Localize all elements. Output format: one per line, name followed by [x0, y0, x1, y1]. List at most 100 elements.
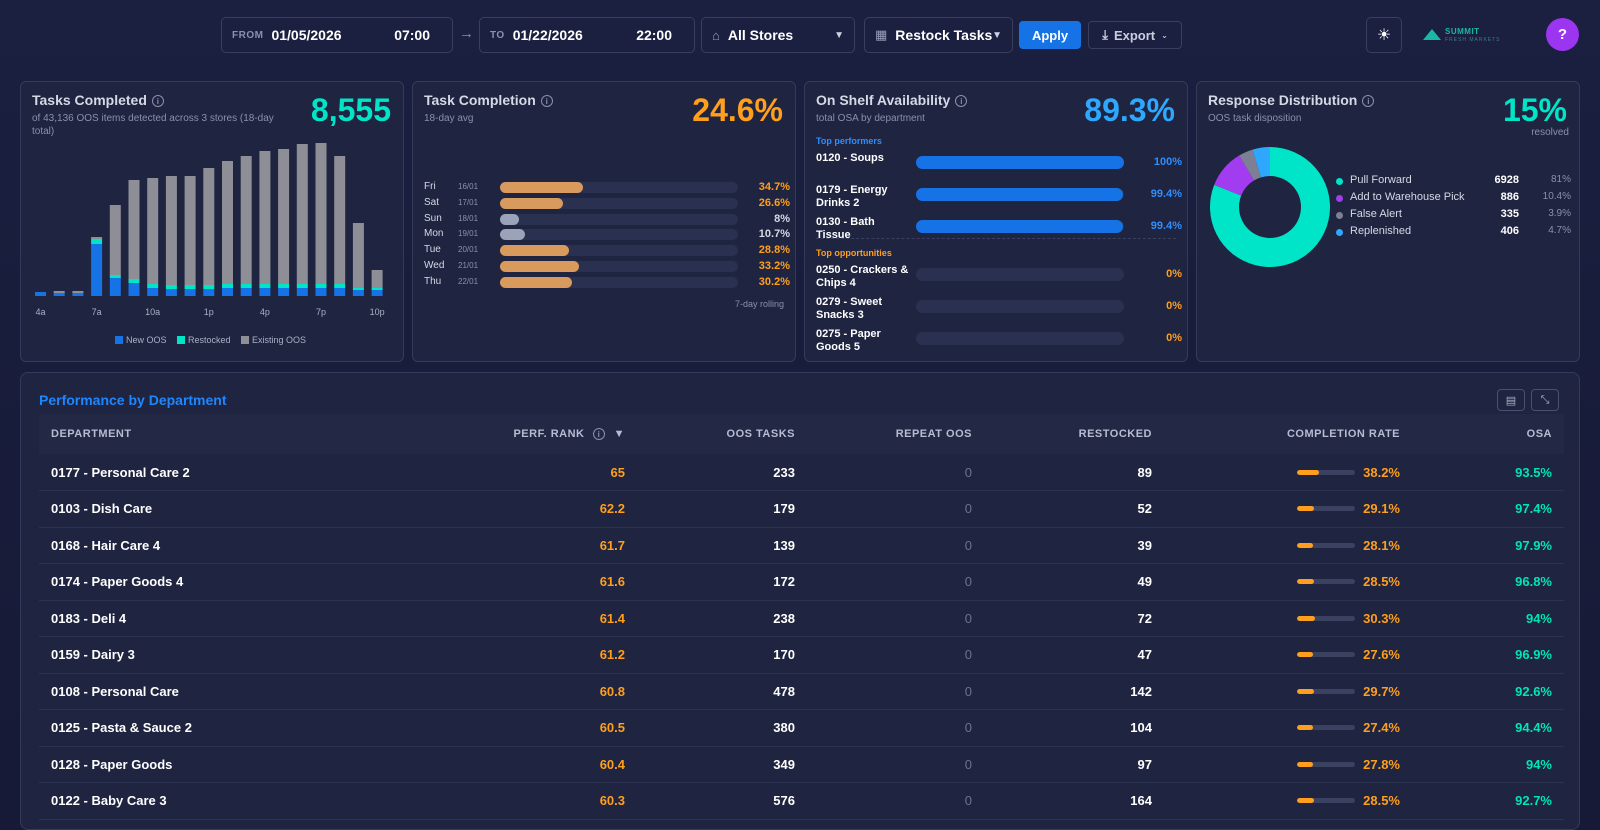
bar-existing-oos-6a[interactable] — [72, 291, 84, 293]
theme-toggle-button[interactable]: ☀ — [1366, 17, 1402, 53]
bar-new-oos-10p[interactable] — [371, 290, 383, 296]
bar-existing-oos-9p[interactable] — [352, 223, 364, 288]
table-row[interactable]: 0122 - Baby Care 3 60.3 576 0 164 28.5% 92.7% — [39, 782, 1564, 820]
donut-slice-pull-forward[interactable] — [1210, 147, 1330, 267]
bar-restocked-9a[interactable] — [128, 279, 140, 283]
donut-slice-replenished[interactable] — [1252, 147, 1270, 178]
legend-pull-forward[interactable]: Pull Forward 6928 81% — [1336, 174, 1571, 191]
bar-new-oos-1p[interactable] — [203, 289, 215, 296]
bar-restocked-8p[interactable] — [334, 284, 346, 288]
bar-existing-oos-1p[interactable] — [203, 168, 215, 285]
bar-existing-oos-8p[interactable] — [334, 156, 346, 284]
table-row[interactable]: 0103 - Dish Care 62.2 179 0 52 29.1% 97.4% — [39, 490, 1564, 528]
completion-row-sun[interactable]: Sun 18/01 8% — [424, 213, 790, 227]
completion-row-mon[interactable]: Mon 19/01 10.7% — [424, 228, 790, 242]
bar-restocked-4p[interactable] — [259, 284, 271, 288]
info-icon[interactable]: i — [593, 428, 606, 440]
col-oos-tasks[interactable]: OOS TASKS — [637, 414, 807, 454]
legend-replenished[interactable]: Replenished 406 4.7% — [1336, 225, 1571, 242]
bar-existing-oos-3p[interactable] — [240, 156, 252, 284]
bar-new-oos-6a[interactable] — [72, 293, 84, 296]
store-select[interactable]: ⌂ All Stores ▼ — [701, 17, 855, 53]
col-repeat-oos[interactable]: REPEAT OOS — [807, 414, 984, 454]
bar-new-oos-4p[interactable] — [259, 288, 271, 296]
help-button[interactable]: ? — [1546, 18, 1579, 51]
bar-new-oos-9p[interactable] — [352, 290, 364, 296]
top-performer-row[interactable]: 0120 - Soups 100% — [816, 152, 1182, 182]
bar-existing-oos-6p[interactable] — [296, 144, 308, 284]
bar-existing-oos-7p[interactable] — [315, 143, 327, 284]
bar-existing-oos-9a[interactable] — [128, 180, 140, 279]
bar-new-oos-8a[interactable] — [109, 278, 121, 296]
table-row[interactable]: 0168 - Hair Care 4 61.7 139 0 39 28.1% 97.9% — [39, 527, 1564, 564]
bar-new-oos-7p[interactable] — [315, 288, 327, 296]
bar-new-oos-6p[interactable] — [296, 288, 308, 296]
top-opportunity-row[interactable]: 0279 - Sweet Snacks 3 0% — [816, 296, 1182, 326]
bar-existing-oos-10p[interactable] — [371, 270, 383, 288]
bar-existing-oos-5p[interactable] — [278, 149, 290, 284]
bar-new-oos-5a[interactable] — [53, 293, 65, 296]
completion-row-thu[interactable]: Thu 22/01 30.2% — [424, 276, 790, 290]
bar-new-oos-11a[interactable] — [165, 289, 177, 296]
col-osa[interactable]: OSA — [1412, 414, 1564, 454]
bar-restocked-7p[interactable] — [315, 284, 327, 288]
bar-restocked-10a[interactable] — [147, 284, 159, 288]
col-department[interactable]: DEPARTMENT — [39, 414, 419, 454]
bar-existing-oos-12p[interactable] — [184, 176, 196, 285]
bar-restocked-5p[interactable] — [278, 284, 290, 288]
table-row[interactable]: 0125 - Pasta & Sauce 2 60.5 380 0 104 27.4% 94… — [39, 709, 1564, 747]
bar-new-oos-12p[interactable] — [184, 289, 196, 296]
bar-restocked-12p[interactable] — [184, 285, 196, 289]
bar-new-oos-3p[interactable] — [240, 288, 252, 296]
bar-restocked-3p[interactable] — [240, 284, 252, 288]
bar-restocked-6p[interactable] — [296, 284, 308, 288]
col-completion-rate[interactable]: COMPLETION RATE — [1164, 414, 1412, 454]
top-opportunity-row[interactable]: 0250 - Crackers & Chips 4 0% — [816, 264, 1182, 294]
col-restocked[interactable]: RESTOCKED — [984, 414, 1164, 454]
bar-existing-oos-2p[interactable] — [222, 161, 233, 284]
table-row[interactable]: 0159 - Dairy 3 61.2 170 0 47 27.6% 96.9% — [39, 636, 1564, 674]
task-type-select[interactable]: ▦ Restock Tasks ▼ — [864, 17, 1013, 53]
completion-row-fri[interactable]: Fri 16/01 34.7% — [424, 181, 790, 195]
bar-existing-oos-7a[interactable] — [91, 237, 103, 239]
info-icon[interactable]: i — [540, 95, 553, 108]
bar-restocked-8a[interactable] — [109, 275, 121, 278]
to-datetime-field[interactable]: TO 01/22/2026 22:00 — [479, 17, 695, 53]
bar-restocked-9p[interactable] — [352, 288, 364, 290]
table-row[interactable]: 0108 - Personal Care 60.8 478 0 142 29.7% 92.6… — [39, 673, 1564, 710]
bar-existing-oos-4p[interactable] — [259, 151, 271, 284]
bar-existing-oos-11a[interactable] — [165, 176, 177, 285]
top-opportunity-row[interactable]: 0275 - Paper Goods 5 0% — [816, 328, 1182, 358]
table-row[interactable]: 0128 - Paper Goods 60.4 349 0 97 27.8% 94% — [39, 746, 1564, 783]
bar-existing-oos-8a[interactable] — [109, 205, 121, 275]
bar-new-oos-7a[interactable] — [91, 244, 103, 296]
bar-new-oos-8p[interactable] — [334, 288, 346, 296]
col-perf-rank[interactable]: PERF. RANK i ▼ — [419, 414, 637, 454]
bar-new-oos-5p[interactable] — [278, 288, 290, 296]
completion-row-sat[interactable]: Sat 17/01 26.6% — [424, 197, 790, 211]
top-performer-row[interactable]: 0130 - Bath Tissue 99.4% — [816, 216, 1182, 246]
from-datetime-field[interactable]: FROM 01/05/2026 07:00 — [221, 17, 453, 53]
legend-false-alert[interactable]: False Alert 335 3.9% — [1336, 208, 1571, 225]
bar-restocked-7a[interactable] — [91, 239, 103, 244]
donut-slice-false-alert[interactable] — [1239, 149, 1261, 181]
info-icon[interactable]: i — [1362, 95, 1375, 108]
table-row[interactable]: 0174 - Paper Goods 4 61.6 172 0 49 28.5% 96.8% — [39, 563, 1564, 601]
bar-new-oos-4a[interactable] — [35, 292, 46, 296]
bar-new-oos-2p[interactable] — [222, 288, 233, 296]
top-performer-row[interactable]: 0179 - Energy Drinks 2 99.4% — [816, 184, 1182, 214]
donut-slice-add-to-warehouse-pick[interactable] — [1214, 155, 1255, 196]
bar-restocked-2p[interactable] — [222, 284, 233, 288]
table-row[interactable]: 0177 - Personal Care 2 65 233 0 89 38.2% 93.5% — [39, 454, 1564, 491]
apply-button[interactable]: Apply — [1019, 21, 1081, 49]
bar-new-oos-9a[interactable] — [128, 283, 140, 296]
info-icon[interactable]: i — [955, 95, 968, 108]
legend-add-to-warehouse-pick[interactable]: Add to Warehouse Pick 886 10.4% — [1336, 191, 1571, 208]
completion-row-wed[interactable]: Wed 21/01 33.2% — [424, 260, 790, 274]
bar-restocked-10p[interactable] — [371, 288, 383, 290]
bar-new-oos-10a[interactable] — [147, 288, 159, 296]
export-button[interactable]: ⤓ Export ⌄ — [1088, 21, 1182, 49]
document-icon[interactable]: ▤ — [1497, 389, 1525, 411]
bar-existing-oos-5a[interactable] — [53, 291, 65, 293]
bar-restocked-1p[interactable] — [203, 285, 215, 289]
